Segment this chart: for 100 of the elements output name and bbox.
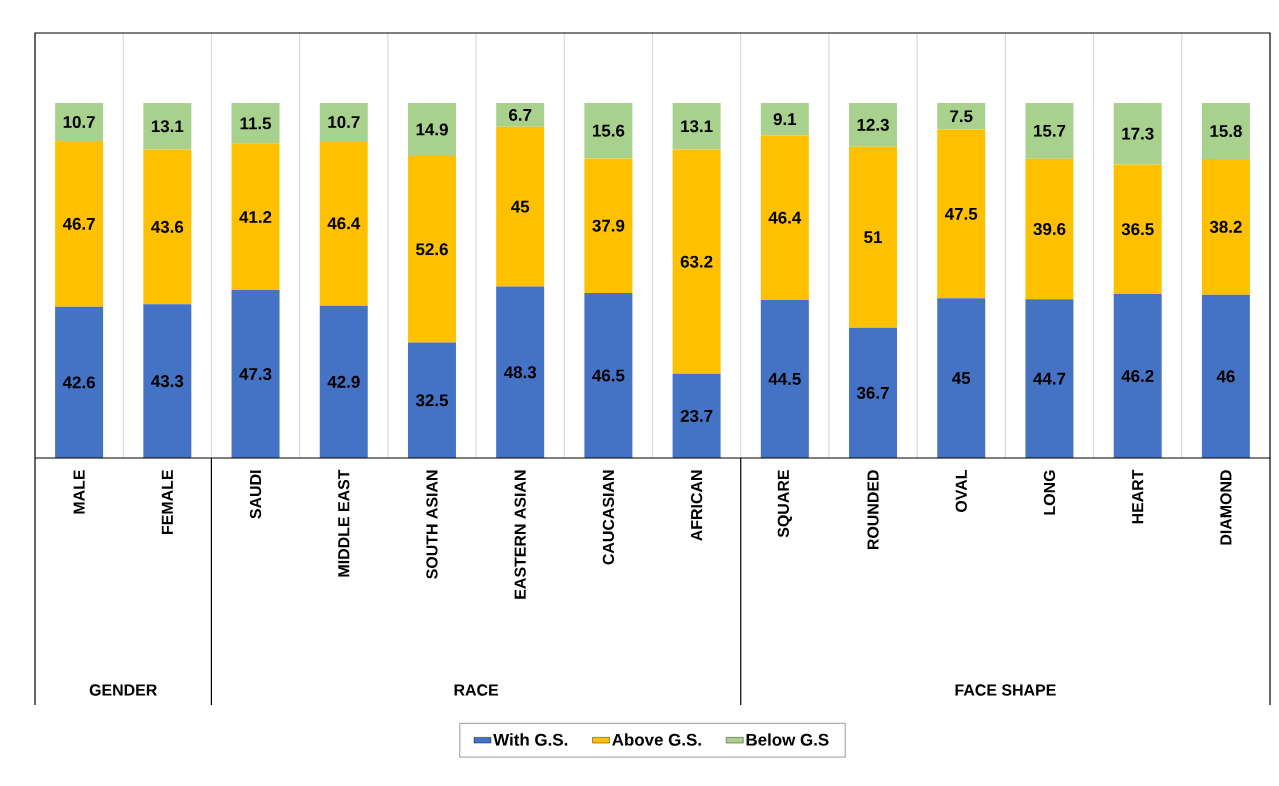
data-label: 46.4 bbox=[768, 211, 802, 224]
data-label: 51 bbox=[864, 231, 882, 244]
data-label: 23.7 bbox=[680, 409, 713, 422]
bar bbox=[55, 306, 104, 458]
bar bbox=[496, 286, 545, 458]
data-label: 15.8 bbox=[1210, 125, 1242, 138]
legend-label: Below G.S bbox=[746, 733, 829, 746]
x-tick-label: ROUNDED bbox=[867, 470, 879, 550]
text: RACE bbox=[454, 684, 499, 696]
data-label: 15.6 bbox=[592, 124, 625, 137]
bar bbox=[319, 140, 368, 306]
bar bbox=[760, 300, 809, 458]
bar bbox=[231, 143, 280, 291]
data-label: 32.5 bbox=[415, 394, 449, 407]
bar bbox=[231, 103, 280, 144]
x-tick-label: OVAL bbox=[955, 470, 967, 512]
data-label: 46.2 bbox=[1121, 370, 1154, 382]
bar bbox=[672, 103, 721, 150]
data-label: 36.7 bbox=[856, 386, 889, 399]
bar bbox=[407, 342, 456, 458]
bar bbox=[143, 304, 192, 458]
data-label: 12.3 bbox=[857, 118, 889, 131]
data-label: 52.6 bbox=[416, 243, 448, 256]
data-label: 47.3 bbox=[239, 368, 272, 381]
data-label: 13.1 bbox=[151, 120, 184, 133]
x-tick-label: MALE bbox=[73, 470, 85, 514]
bar bbox=[496, 103, 545, 127]
bar bbox=[319, 103, 368, 141]
x-tick-label: MIDDLE EAST bbox=[338, 469, 350, 577]
bar bbox=[584, 292, 633, 458]
bar bbox=[1201, 159, 1250, 295]
bar bbox=[407, 155, 456, 343]
bar bbox=[672, 149, 721, 374]
data-label: 44.7 bbox=[1033, 372, 1066, 385]
x-tick-label: SQUARE bbox=[777, 470, 792, 538]
data-label: 46.5 bbox=[592, 369, 625, 382]
data-label: 42.6 bbox=[62, 376, 95, 389]
data-label: 9.1 bbox=[773, 113, 797, 126]
data-label: 13.1 bbox=[681, 120, 713, 133]
data-label: 6.7 bbox=[509, 108, 532, 121]
x-tick-label: HEART bbox=[1132, 469, 1144, 524]
x-tick-label: FEMALE bbox=[161, 470, 173, 534]
data-label: 63.2 bbox=[680, 255, 713, 268]
x-tick-label: DIAMOND bbox=[1220, 470, 1232, 545]
data-label: 15.7 bbox=[1034, 124, 1066, 137]
data-label: 10.7 bbox=[63, 115, 95, 128]
bar bbox=[231, 290, 280, 458]
bar bbox=[672, 373, 721, 458]
data-label: 46 bbox=[1216, 370, 1235, 383]
data-label: 44.5 bbox=[768, 373, 801, 385]
data-label: 14.9 bbox=[416, 123, 448, 136]
data-label: 41.2 bbox=[239, 211, 272, 223]
data-label: 10.7 bbox=[328, 115, 360, 128]
data-label: 37.9 bbox=[592, 219, 625, 232]
data-label: 46.4 bbox=[327, 217, 361, 230]
bar bbox=[496, 126, 545, 287]
bar bbox=[1025, 103, 1074, 159]
data-label: 17.3 bbox=[1122, 127, 1154, 140]
bar bbox=[1113, 293, 1162, 458]
text: GENDER bbox=[89, 684, 157, 696]
data-label: 42.9 bbox=[327, 375, 360, 388]
x-tick-label: EASTERN ASIAN bbox=[514, 470, 526, 599]
data-label: 43.6 bbox=[151, 220, 184, 233]
bar bbox=[1025, 158, 1074, 300]
legend-label: With G.S. bbox=[493, 733, 568, 746]
bar bbox=[1201, 294, 1250, 458]
bar bbox=[849, 146, 898, 328]
bar bbox=[1025, 299, 1074, 458]
bar bbox=[937, 298, 986, 458]
data-label: 11.5 bbox=[240, 117, 272, 130]
bar bbox=[407, 103, 456, 156]
bar bbox=[143, 103, 192, 150]
bar bbox=[937, 103, 986, 130]
bar bbox=[584, 158, 633, 293]
data-label: 48.3 bbox=[503, 366, 537, 379]
legend-label: Above G.S. bbox=[612, 733, 701, 746]
x-tick-label: SOUTH ASIAN bbox=[426, 470, 438, 579]
bar bbox=[1201, 103, 1250, 160]
bar bbox=[584, 103, 633, 159]
data-label: 36.5 bbox=[1121, 223, 1154, 236]
data-label: 43.3 bbox=[151, 375, 184, 388]
x-tick-label: CAUCASIAN bbox=[602, 470, 615, 565]
bar bbox=[55, 140, 104, 307]
bar bbox=[937, 129, 986, 299]
data-label: 45 bbox=[952, 372, 971, 385]
bar bbox=[849, 327, 898, 458]
bar bbox=[55, 103, 104, 141]
data-label: 45 bbox=[511, 200, 530, 213]
data-label: 39.6 bbox=[1033, 223, 1066, 236]
bar bbox=[760, 135, 809, 301]
bar bbox=[143, 149, 192, 305]
bar bbox=[319, 305, 368, 458]
x-tick-label: LONG bbox=[1043, 470, 1056, 515]
bar bbox=[1113, 103, 1162, 165]
data-label: 7.5 bbox=[950, 110, 973, 123]
text: FACE SHAPE bbox=[955, 684, 1056, 696]
data-label: 46.7 bbox=[62, 217, 95, 230]
bar bbox=[849, 103, 898, 147]
x-tick-label: AFRICAN bbox=[690, 470, 703, 541]
data-label: 47.5 bbox=[944, 208, 978, 220]
